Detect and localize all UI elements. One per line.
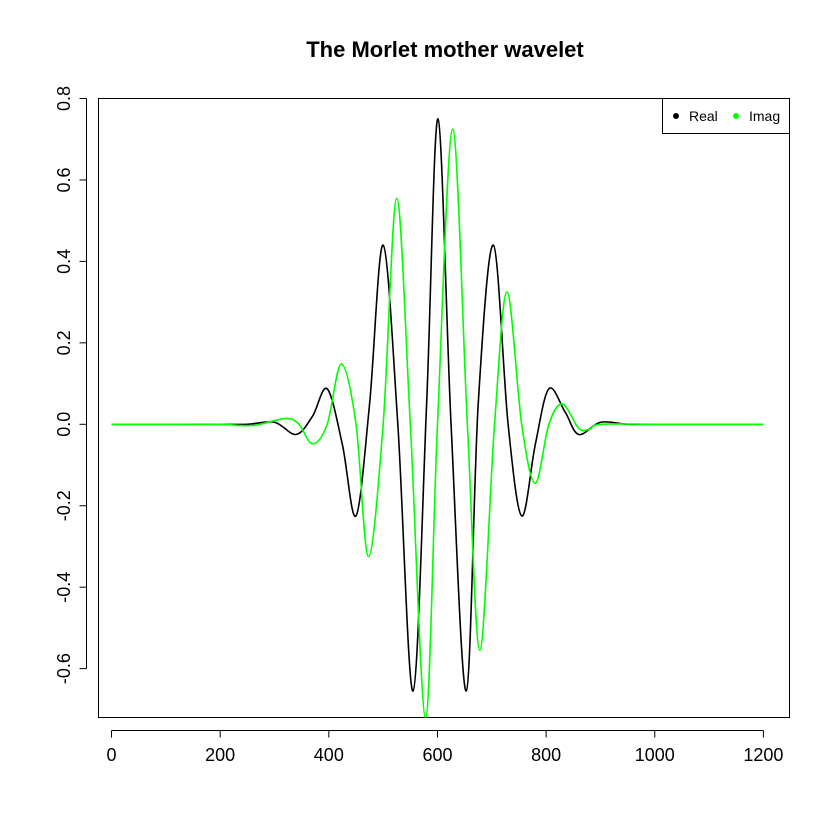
legend-marker-imag bbox=[733, 113, 739, 119]
y-tick-label: -0.2 bbox=[54, 490, 74, 521]
x-tick-label: 0 bbox=[107, 745, 117, 765]
y-axis: -0.6 -0.4 -0.2 0.0 0.2 0.4 0.6 0.8 bbox=[54, 86, 87, 684]
x-axis: 0 200 400 600 800 1000 1200 bbox=[107, 730, 783, 765]
x-tick-label: 200 bbox=[205, 745, 235, 765]
series-layer bbox=[111, 118, 764, 718]
legend-label-imag: Imag bbox=[749, 108, 780, 124]
x-tick-label: 1200 bbox=[743, 745, 783, 765]
y-tick-label: 0.4 bbox=[54, 249, 74, 274]
series-line-imag bbox=[111, 128, 764, 718]
y-tick-label: 0.6 bbox=[54, 167, 74, 192]
y-tick-label: -0.4 bbox=[54, 572, 74, 603]
x-tick-label: 1000 bbox=[635, 745, 675, 765]
series-line-real bbox=[111, 118, 764, 692]
x-tick-label: 400 bbox=[314, 745, 344, 765]
chart-title: The Morlet mother wavelet bbox=[306, 37, 584, 62]
x-tick-label: 600 bbox=[422, 745, 452, 765]
plot-frame bbox=[98, 98, 790, 718]
y-tick-label: 0.8 bbox=[54, 86, 74, 111]
y-tick-label: -0.6 bbox=[54, 653, 74, 684]
y-tick-label: 0.2 bbox=[54, 330, 74, 355]
legend: Real Imag bbox=[662, 98, 790, 134]
legend-box bbox=[662, 98, 790, 134]
x-tick-label: 800 bbox=[531, 745, 561, 765]
y-tick-label: 0.0 bbox=[54, 412, 74, 437]
legend-marker-real bbox=[673, 113, 679, 119]
legend-label-real: Real bbox=[689, 108, 718, 124]
